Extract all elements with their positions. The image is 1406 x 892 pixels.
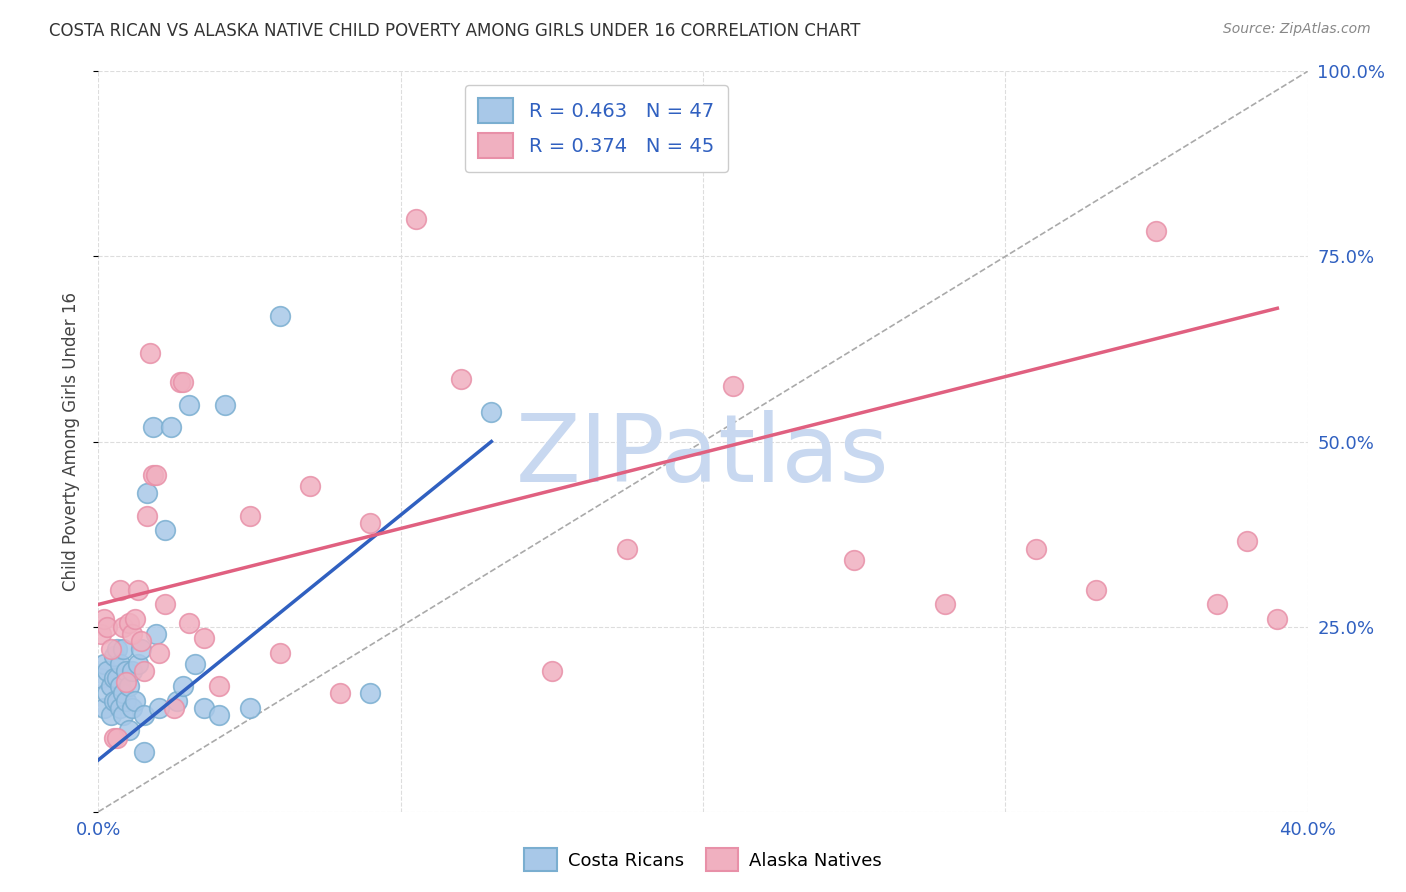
Point xyxy=(135,508,157,523)
Point xyxy=(214,398,236,412)
Point xyxy=(450,371,472,385)
Point xyxy=(111,686,134,700)
Point xyxy=(934,598,956,612)
Point xyxy=(844,553,866,567)
Text: COSTA RICAN VS ALASKA NATIVE CHILD POVERTY AMONG GIRLS UNDER 16 CORRELATION CHAR: COSTA RICAN VS ALASKA NATIVE CHILD POVER… xyxy=(49,22,860,40)
Point xyxy=(481,405,503,419)
Point xyxy=(1206,598,1229,612)
Point xyxy=(153,598,176,612)
Point xyxy=(121,664,143,678)
Point xyxy=(103,672,125,686)
Point xyxy=(127,657,149,671)
Point xyxy=(132,708,155,723)
Y-axis label: Child Poverty Among Girls Under 16: Child Poverty Among Girls Under 16 xyxy=(62,292,80,591)
Point xyxy=(100,679,122,693)
Point xyxy=(239,508,262,523)
Point xyxy=(118,615,141,630)
Point xyxy=(145,467,167,482)
Point xyxy=(129,641,152,656)
Point xyxy=(108,701,131,715)
Point xyxy=(111,619,134,633)
Point xyxy=(179,615,201,630)
Point xyxy=(239,701,262,715)
Point xyxy=(208,708,231,723)
Legend: Costa Ricans, Alaska Natives: Costa Ricans, Alaska Natives xyxy=(517,841,889,879)
Point xyxy=(93,612,115,626)
Point xyxy=(360,686,382,700)
Point xyxy=(329,686,352,700)
Point xyxy=(145,627,167,641)
Point xyxy=(360,516,382,530)
Point xyxy=(100,641,122,656)
Point xyxy=(96,686,118,700)
Point xyxy=(96,619,118,633)
Legend: R = 0.463   N = 47, R = 0.374   N = 45: R = 0.463 N = 47, R = 0.374 N = 45 xyxy=(465,85,728,171)
Point xyxy=(269,309,291,323)
Point xyxy=(93,657,115,671)
Point xyxy=(405,212,427,227)
Point xyxy=(96,664,118,678)
Point xyxy=(166,694,188,708)
Point xyxy=(124,694,146,708)
Point xyxy=(148,701,170,715)
Point xyxy=(118,679,141,693)
Point xyxy=(127,582,149,597)
Point xyxy=(105,731,128,745)
Point xyxy=(1236,534,1258,549)
Point xyxy=(132,664,155,678)
Point xyxy=(108,679,131,693)
Point xyxy=(129,634,152,648)
Point xyxy=(121,627,143,641)
Point xyxy=(142,419,165,434)
Point xyxy=(169,376,191,390)
Point xyxy=(163,701,186,715)
Point xyxy=(208,679,231,693)
Point xyxy=(269,646,291,660)
Point xyxy=(172,679,194,693)
Point xyxy=(90,672,112,686)
Point xyxy=(135,486,157,500)
Point xyxy=(616,541,638,556)
Point xyxy=(124,612,146,626)
Point xyxy=(193,631,215,645)
Point xyxy=(114,675,136,690)
Point xyxy=(105,694,128,708)
Point xyxy=(1024,541,1046,556)
Point xyxy=(103,649,125,664)
Point xyxy=(193,701,215,715)
Point xyxy=(118,723,141,738)
Point xyxy=(142,467,165,482)
Point xyxy=(105,672,128,686)
Point xyxy=(1085,582,1108,597)
Point xyxy=(105,641,128,656)
Point xyxy=(179,398,201,412)
Text: Source: ZipAtlas.com: Source: ZipAtlas.com xyxy=(1223,22,1371,37)
Point xyxy=(153,524,176,538)
Point xyxy=(114,694,136,708)
Point xyxy=(1144,223,1167,237)
Point xyxy=(121,701,143,715)
Point xyxy=(1267,612,1289,626)
Point xyxy=(108,657,131,671)
Point xyxy=(90,627,112,641)
Point xyxy=(172,376,194,390)
Text: ZIPatlas: ZIPatlas xyxy=(516,410,890,502)
Point xyxy=(184,657,207,671)
Point xyxy=(103,731,125,745)
Point xyxy=(111,641,134,656)
Point xyxy=(103,694,125,708)
Point xyxy=(299,479,322,493)
Point xyxy=(100,708,122,723)
Point xyxy=(139,345,162,359)
Point xyxy=(160,419,183,434)
Point xyxy=(93,701,115,715)
Point xyxy=(114,664,136,678)
Point xyxy=(132,746,155,760)
Point xyxy=(111,708,134,723)
Point xyxy=(148,646,170,660)
Point xyxy=(108,582,131,597)
Point xyxy=(723,379,745,393)
Point xyxy=(540,664,562,678)
